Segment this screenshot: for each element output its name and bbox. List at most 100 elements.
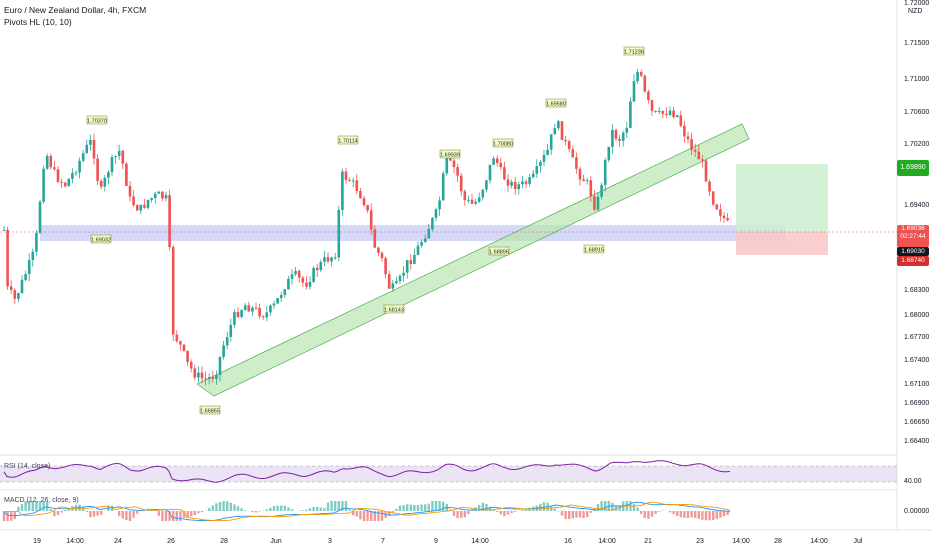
candle — [434, 209, 438, 218]
macd-histogram-bar — [672, 511, 675, 515]
candle — [625, 127, 629, 133]
time-tick: 28 — [220, 538, 228, 545]
candle — [301, 277, 305, 283]
pivot-label-box — [583, 244, 605, 254]
pivot-label-box — [383, 304, 405, 314]
pivot-label: 1.68143 — [384, 308, 404, 314]
macd-histogram-bar — [182, 511, 186, 518]
macd-histogram-bar — [85, 511, 88, 513]
macd-histogram-bar — [402, 505, 405, 511]
candle — [510, 181, 513, 186]
candle — [171, 247, 175, 335]
macd-histogram-bar — [478, 505, 481, 511]
macd-histogram-bar — [715, 511, 718, 519]
candle — [283, 289, 287, 296]
pivot-label: 1.69032 — [91, 238, 111, 244]
candle — [200, 372, 204, 379]
macd-histogram-bar — [337, 501, 340, 511]
time-tick: 7 — [381, 538, 385, 545]
candle — [661, 110, 665, 114]
macd-histogram-bar — [481, 502, 484, 511]
candle — [441, 173, 445, 201]
pivot-label: 1.70080 — [493, 142, 513, 148]
macd-histogram-bar — [438, 501, 441, 511]
candle — [369, 210, 373, 230]
target-zone — [736, 164, 828, 232]
macd-histogram-bar — [409, 504, 412, 511]
candle — [459, 175, 463, 192]
candle — [477, 197, 481, 202]
candle — [621, 132, 625, 141]
price-tick: 1.68000 — [904, 312, 929, 319]
macd-histogram-bar — [391, 511, 394, 513]
candle — [585, 180, 589, 182]
candle — [71, 173, 74, 179]
candle — [384, 258, 387, 275]
macd-histogram-bar — [514, 511, 517, 512]
price-tick: 1.66650 — [904, 419, 929, 426]
candle — [470, 199, 474, 204]
candle — [575, 157, 578, 169]
macd-histogram-bar — [265, 509, 268, 511]
candle — [405, 260, 409, 273]
candle — [355, 180, 359, 192]
candle — [560, 121, 564, 140]
candle — [229, 324, 233, 338]
candle — [17, 293, 20, 299]
candle — [20, 279, 24, 294]
macd-histogram-bar — [575, 511, 578, 518]
rsi-label[interactable]: RSI (14, close) — [4, 463, 51, 470]
candle — [297, 270, 301, 278]
macd-histogram-bar — [244, 510, 247, 511]
macd-label[interactable]: MACD (12, 26, close, 9) — [4, 497, 79, 504]
candle — [521, 181, 524, 185]
symbol-title[interactable]: Euro / New Zealand Dollar, 4h, FXCM — [4, 5, 147, 15]
macd-histogram-bar — [64, 509, 67, 511]
candle — [632, 81, 636, 102]
candle — [315, 267, 319, 271]
candle — [240, 310, 243, 317]
candle — [495, 158, 499, 163]
pivot-label-box — [492, 138, 514, 148]
candle — [528, 177, 531, 184]
candle — [697, 151, 701, 160]
pivot-label-box — [199, 405, 221, 415]
candle — [78, 160, 81, 173]
macd-histogram-bar — [564, 511, 567, 520]
candle — [107, 172, 110, 178]
macd-histogram-bar — [186, 511, 189, 518]
candle — [132, 196, 135, 206]
pivot-label: 1.70114 — [338, 139, 357, 145]
macd-histogram-bar — [20, 504, 24, 511]
macd-histogram-bar — [28, 501, 31, 511]
price-tick: 1.70200 — [904, 141, 929, 148]
pivot-label-box — [337, 135, 359, 145]
macd-histogram-bar — [434, 501, 438, 511]
candle — [290, 274, 294, 279]
candle — [135, 205, 139, 211]
candle — [701, 159, 704, 161]
time-tick: 3 — [328, 538, 332, 545]
pivot-label-box — [488, 246, 510, 256]
candle — [636, 72, 639, 82]
candle — [351, 180, 355, 182]
indicator-label[interactable]: Pivots HL (10, 10) — [4, 17, 72, 27]
price-tick: 1.71500 — [904, 40, 929, 47]
macd-histogram-bar — [46, 501, 49, 511]
candle — [657, 110, 661, 112]
candle — [125, 163, 128, 186]
candle — [387, 274, 391, 289]
candle — [53, 167, 56, 170]
candle — [715, 204, 719, 210]
time-tick: Jul — [854, 538, 863, 545]
macd-histogram-bar — [510, 511, 513, 513]
candle — [272, 303, 276, 306]
candle — [711, 191, 715, 205]
macd-histogram-bar — [726, 511, 729, 516]
macd-histogram-bar — [359, 511, 362, 520]
candle — [31, 251, 35, 261]
candle — [571, 149, 575, 158]
macd-histogram-bar — [89, 511, 92, 518]
